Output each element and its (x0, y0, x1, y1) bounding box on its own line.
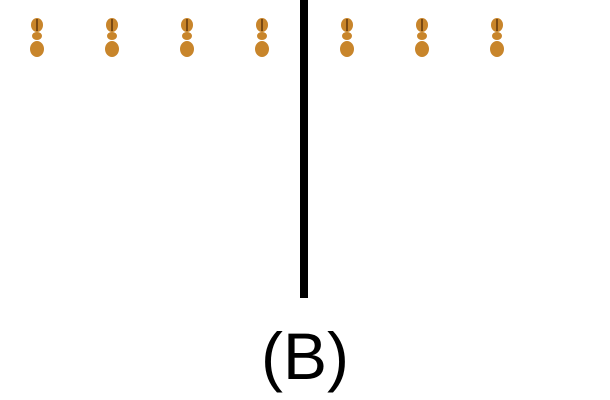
insect-icon (415, 18, 429, 57)
right-organism-group (340, 18, 504, 57)
insect-icon (180, 18, 194, 57)
insect-icon (30, 18, 44, 57)
insect-icon (340, 18, 354, 57)
panel-label: (B) (261, 319, 349, 393)
insect-icon (255, 18, 269, 57)
left-organism-group (30, 18, 269, 57)
insect-icon (490, 18, 504, 57)
insect-icon (105, 18, 119, 57)
barrier-line (300, 0, 308, 298)
